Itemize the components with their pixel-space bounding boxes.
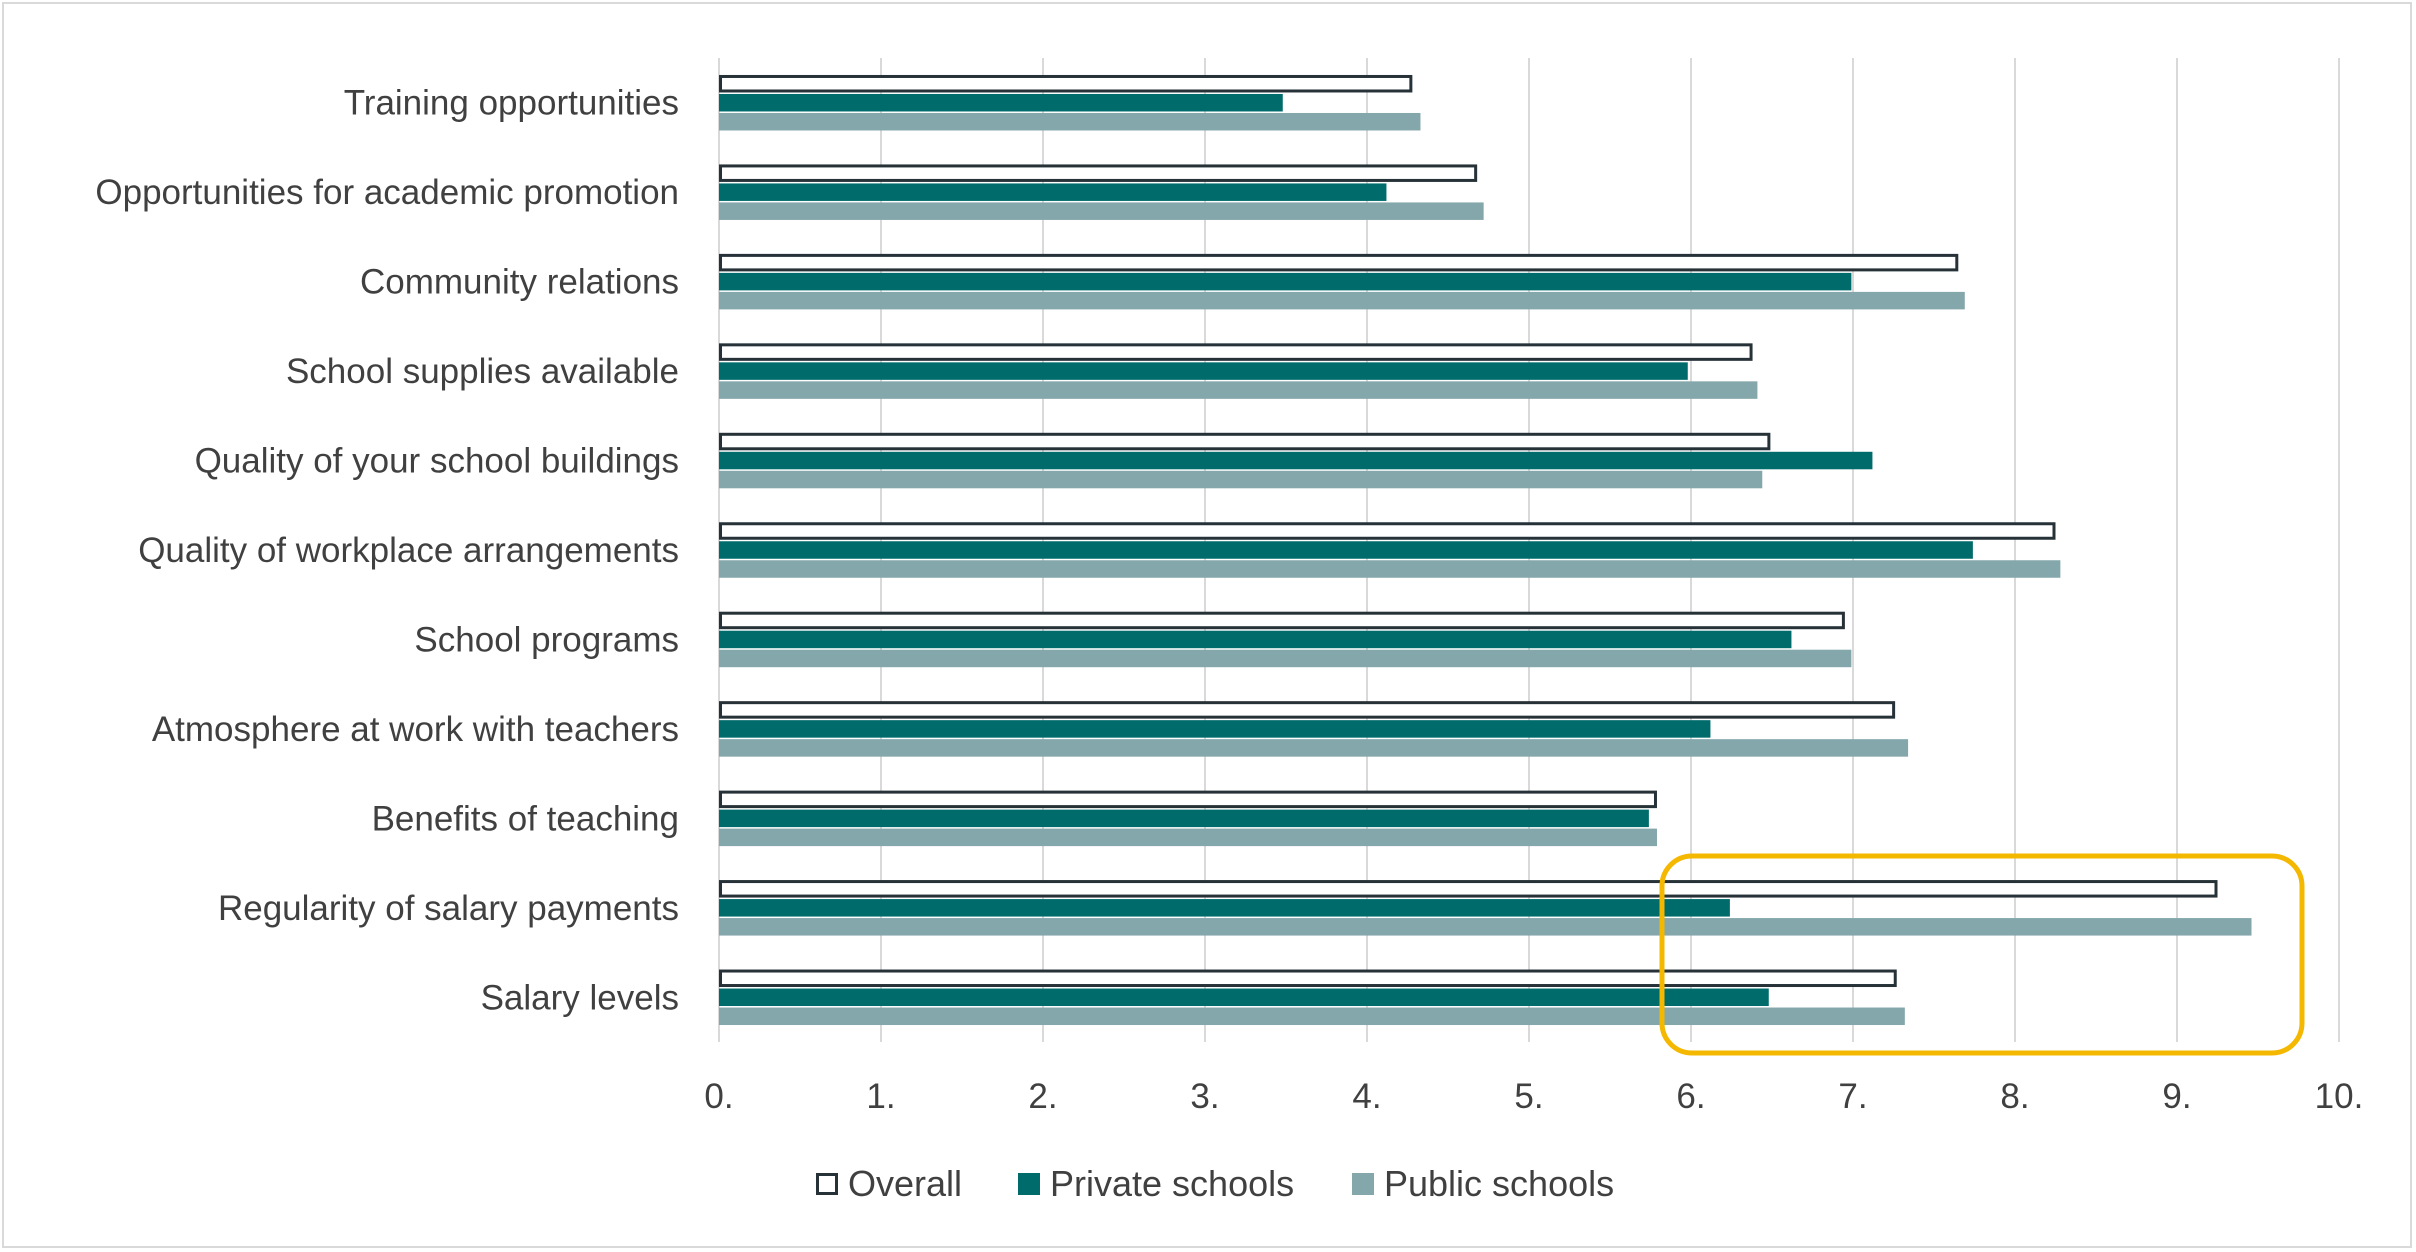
x-tick-label-1: 1. — [866, 1077, 895, 1116]
bar-private-schools-benefits-of-teaching — [719, 809, 1649, 828]
legend: Overall Private schools Public schools — [816, 1163, 1614, 1204]
highlight-rectangle — [1659, 853, 2305, 1056]
category-label-quality-of-workplace-arrangements: Quality of workplace arrangements — [138, 531, 679, 570]
legend-swatch-public-schools — [1352, 1173, 1374, 1195]
x-tick-label-9: 9. — [2162, 1077, 2191, 1116]
x-tick-label-8: 8. — [2000, 1077, 2029, 1116]
bar-private-schools-regularity-of-salary-payments — [719, 899, 1730, 917]
bar-public-schools-school-supplies-available — [719, 381, 1758, 399]
category-labels: Training opportunities Opportunities for … — [95, 84, 679, 1018]
category-label-atmosphere-at-work-with-teachers: Atmosphere at work with teachers — [152, 710, 679, 749]
category-label-salary-levels: Salary levels — [481, 978, 679, 1017]
bar-overall-training-opportunities — [719, 74, 1413, 93]
bar-overall-quality-of-your-school-buildings — [719, 432, 1771, 451]
category-label-quality-of-your-school-buildings: Quality of your school buildings — [195, 442, 679, 481]
bar-overall-school-programs — [719, 611, 1845, 630]
bar-private-schools-training-opportunities — [719, 93, 1283, 112]
category-label-training-opportunities: Training opportunities — [344, 84, 679, 123]
bar-overall-regularity-of-salary-payments — [719, 880, 2218, 898]
bar-public-schools-opportunities-for-academic-promotion — [719, 202, 1484, 220]
bar-public-schools-community-relations — [719, 291, 1965, 310]
bar-overall-opportunities-for-academic-promotion — [719, 164, 1478, 182]
x-tick-label-0: 0. — [704, 1077, 733, 1116]
x-tick-label-3: 3. — [1190, 1077, 1219, 1116]
x-tick-label-5: 5. — [1514, 1077, 1543, 1116]
highlight-box — [1659, 853, 2305, 1056]
x-tick-label-10: 10. — [2315, 1077, 2364, 1116]
category-label-school-programs: School programs — [414, 620, 679, 659]
legend-label-public-schools: Public schools — [1384, 1163, 1614, 1204]
bar-private-schools-quality-of-workplace-arrangements — [719, 541, 1973, 559]
bar-private-schools-salary-levels — [719, 988, 1769, 1007]
bar-public-schools-benefits-of-teaching — [719, 828, 1657, 847]
x-tick-label-6: 6. — [1676, 1077, 1705, 1116]
bar-overall-atmosphere-at-work-with-teachers — [719, 701, 1896, 719]
legend-label-private-schools: Private schools — [1050, 1163, 1294, 1204]
category-label-school-supplies-available: School supplies available — [286, 352, 679, 391]
category-label-community-relations: Community relations — [360, 263, 679, 302]
bar-overall-community-relations — [719, 253, 1959, 272]
bar-overall-school-supplies-available — [719, 343, 1753, 361]
bar-private-schools-school-programs — [719, 630, 1792, 649]
legend-label-overall: Overall — [848, 1163, 962, 1204]
gridlines — [718, 58, 2340, 1042]
bar-public-schools-school-programs — [719, 649, 1852, 668]
x-tick-label-2: 2. — [1028, 1077, 1057, 1116]
bar-overall-salary-levels — [719, 969, 1897, 988]
bar-public-schools-training-opportunities — [719, 112, 1421, 131]
x-tick-label-4: 4. — [1352, 1077, 1381, 1116]
bar-overall-quality-of-workplace-arrangements — [719, 522, 2056, 540]
category-label-benefits-of-teaching: Benefits of teaching — [372, 799, 679, 838]
bar-private-schools-opportunities-for-academic-promotion — [719, 183, 1387, 201]
bar-public-schools-salary-levels — [719, 1007, 1905, 1026]
bar-overall-benefits-of-teaching — [719, 790, 1657, 809]
bar-public-schools-regularity-of-salary-payments — [719, 918, 2252, 936]
bar-private-schools-community-relations — [719, 272, 1852, 291]
legend-swatch-overall — [816, 1173, 838, 1195]
x-tick-label-7: 7. — [1838, 1077, 1867, 1116]
category-label-opportunities-for-academic-promotion: Opportunities for academic promotion — [95, 173, 679, 212]
bar-public-schools-quality-of-your-school-buildings — [719, 470, 1763, 489]
bar-private-schools-school-supplies-available — [719, 362, 1688, 380]
bars — [719, 74, 2252, 1026]
x-axis-tick-labels: 0. 1. 2. 3. 4. 5. 6. 7. 8. 9. 10. — [704, 1077, 2363, 1116]
category-label-regularity-of-salary-payments: Regularity of salary payments — [218, 889, 679, 928]
legend-swatch-private-schools — [1018, 1173, 1040, 1195]
bar-private-schools-quality-of-your-school-buildings — [719, 451, 1873, 470]
bar-private-schools-atmosphere-at-work-with-teachers — [719, 720, 1711, 738]
bar-public-schools-quality-of-workplace-arrangements — [719, 560, 2061, 578]
bar-public-schools-atmosphere-at-work-with-teachers — [719, 739, 1909, 757]
